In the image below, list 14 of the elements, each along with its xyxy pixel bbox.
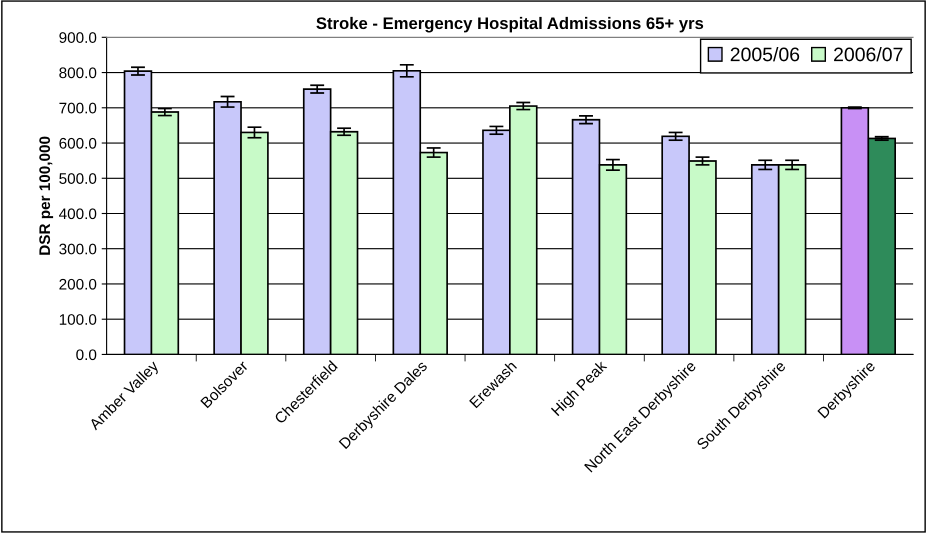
legend-label: 2005/06 (730, 47, 800, 62)
y-tick-label: 0.0 (76, 349, 96, 360)
y-tick-label: 100.0 (60, 314, 96, 325)
y-tick-label: 600.0 (59, 138, 96, 149)
y-tick-label: 200.0 (59, 278, 96, 290)
y-tick-label: 700.0 (59, 102, 96, 114)
y-axis-title: DSR per 100,000 (39, 136, 54, 255)
y-tick-label: 800.0 (59, 67, 96, 78)
y-tick-label: 300.0 (59, 244, 96, 254)
legend-label: 2006/07 (834, 47, 902, 62)
chart-title: Stroke - Emergency Hospital Admissions 65+ yrs (316, 16, 704, 33)
y-tick-label: 500.0 (59, 173, 96, 184)
y-tick-label: 400.0 (59, 208, 96, 220)
y-tick-label: 900.0 (59, 32, 96, 43)
